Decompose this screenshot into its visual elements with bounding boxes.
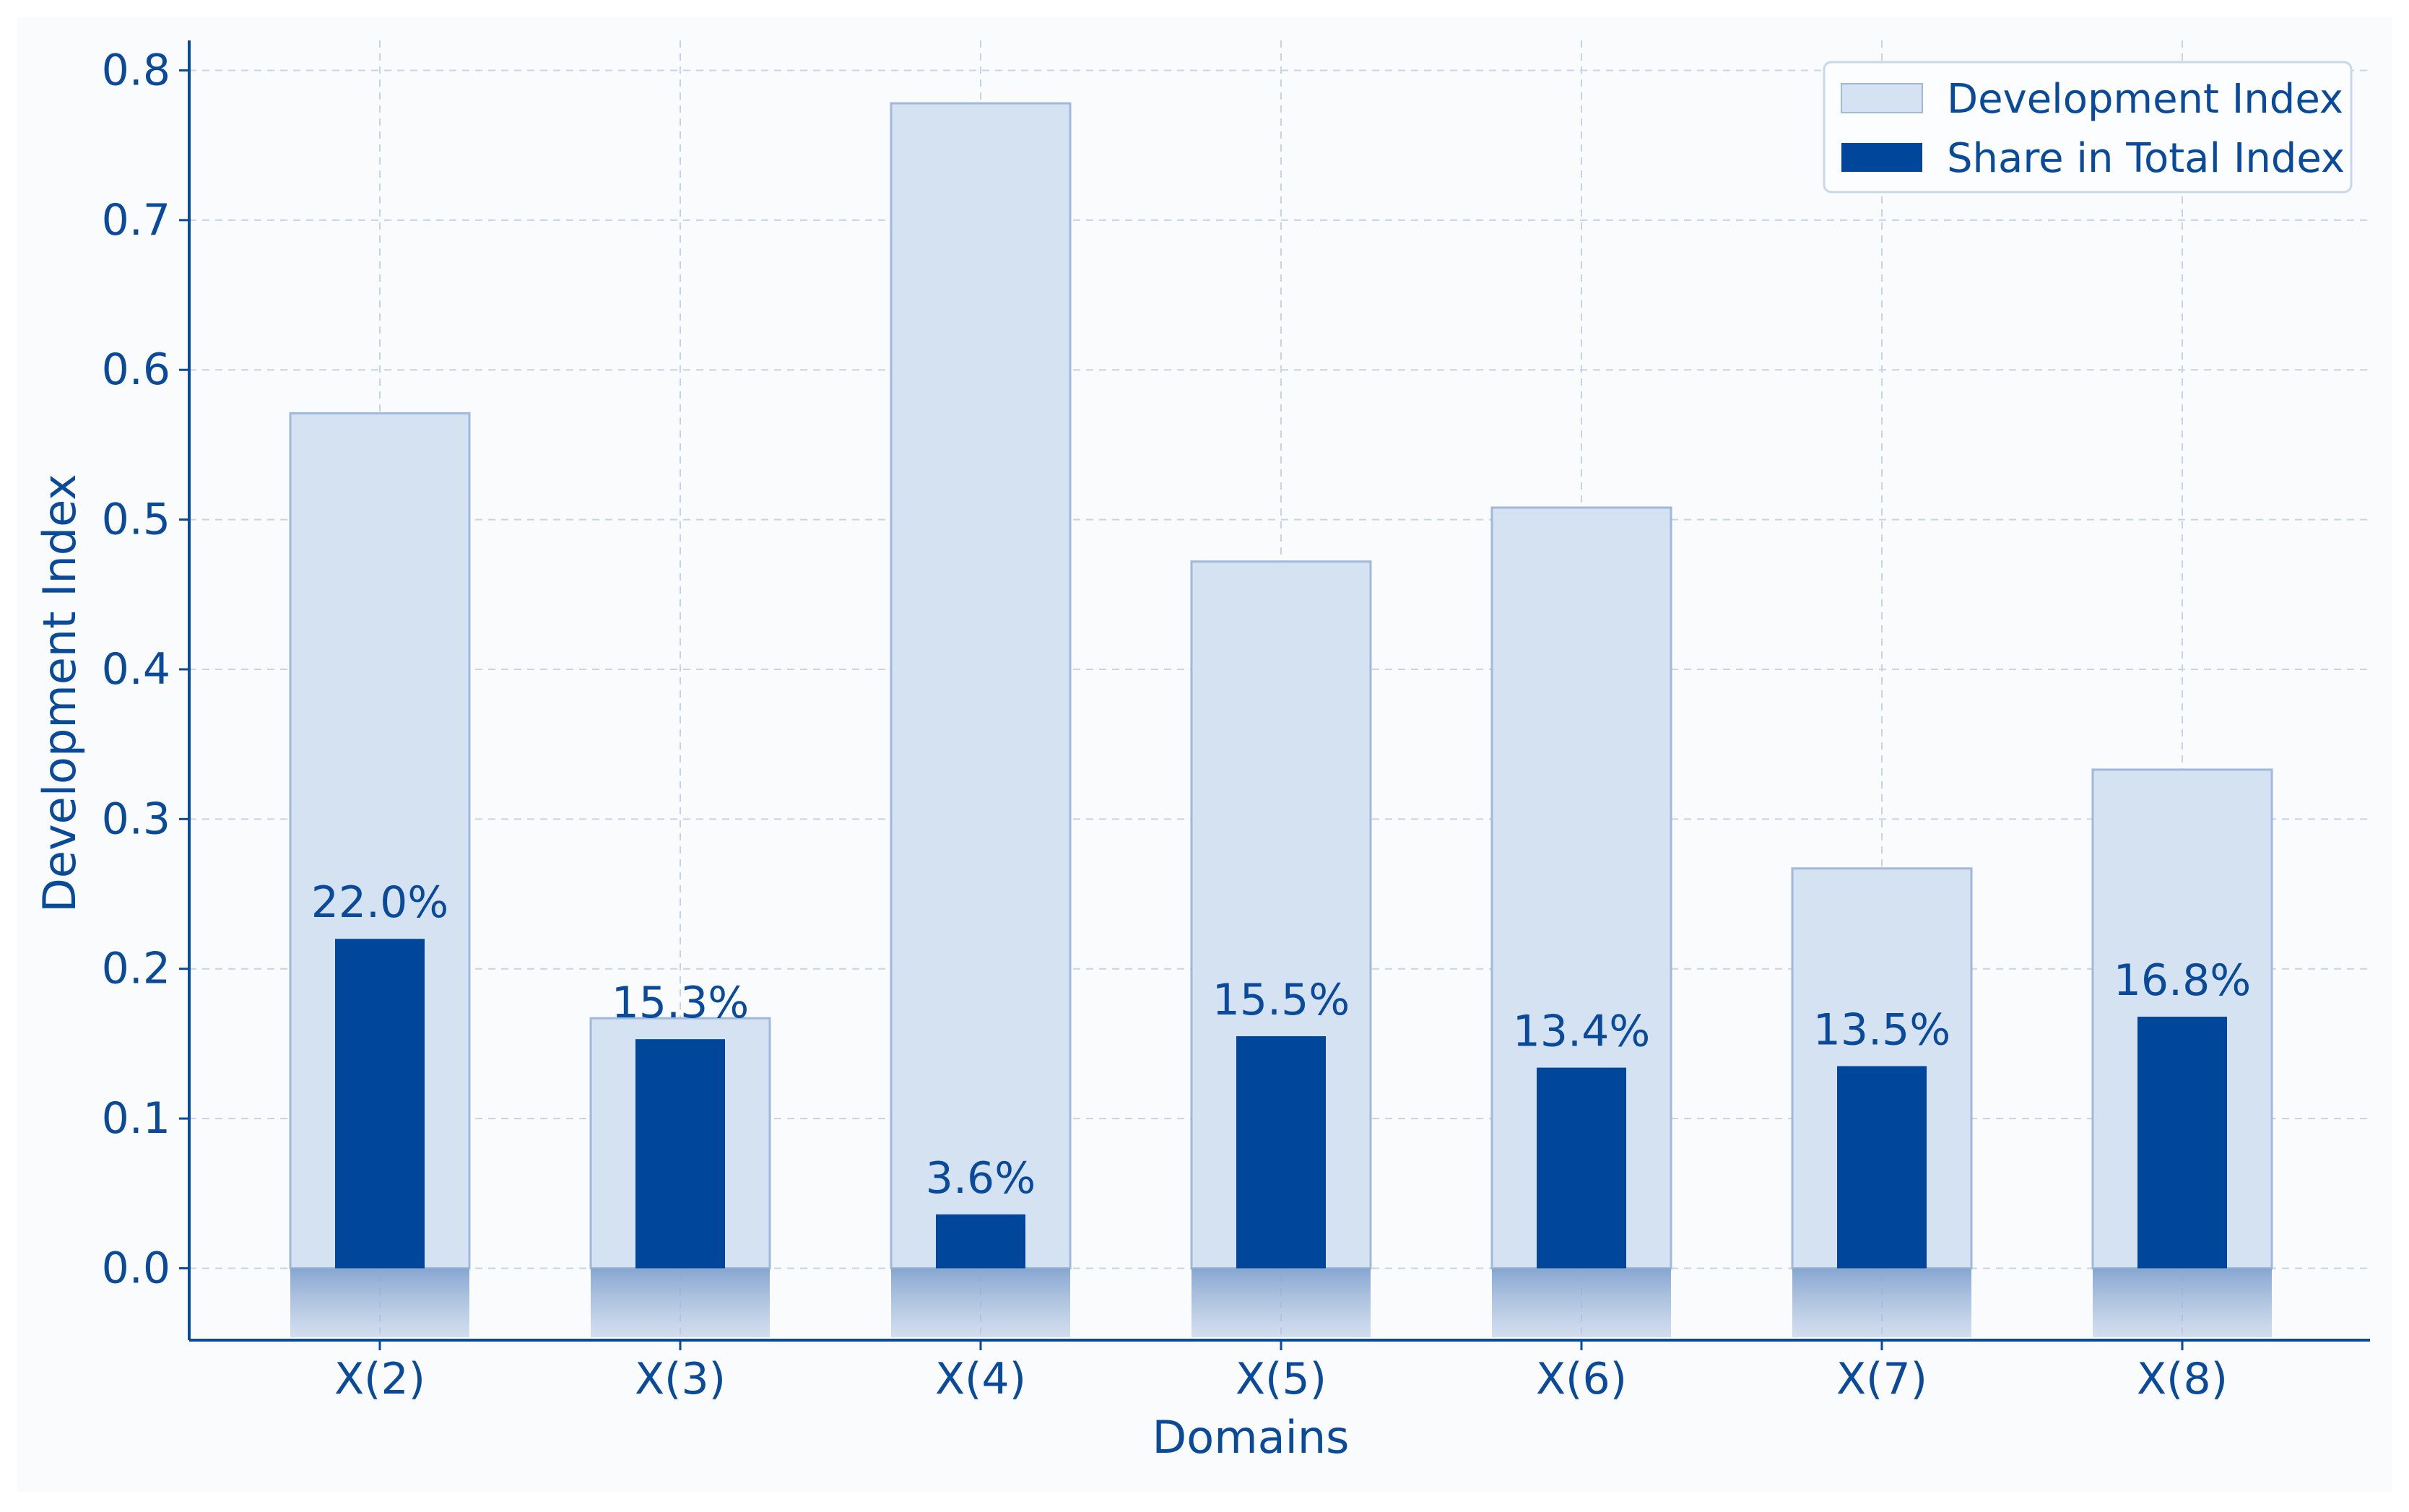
y-tick-label-6: 0.6	[102, 344, 170, 395]
legend-entry-1: Share in Total Index	[1947, 135, 2345, 182]
bar-share-in-total-index-1	[635, 1039, 725, 1269]
bar-base-shadow-6	[2093, 1268, 2272, 1337]
data-label-1: 15.3%	[612, 978, 750, 1028]
data-label-2: 3.6%	[926, 1153, 1036, 1204]
bar-share-in-total-index-4	[1537, 1067, 1626, 1269]
bar-base-shadow-0	[290, 1268, 469, 1337]
bar-share-in-total-index-6	[2137, 1017, 2227, 1269]
y-axis-label: Development Index	[33, 474, 86, 913]
data-label-6: 16.8%	[2114, 955, 2252, 1006]
bar-base-shadow-3	[1192, 1268, 1371, 1337]
bar-share-in-total-index-2	[936, 1214, 1025, 1269]
x-tick-label-6: X(8)	[2137, 1354, 2228, 1404]
legend-entry-0: Development Index	[1947, 76, 2343, 123]
bar-share-in-total-index-3	[1236, 1036, 1326, 1269]
x-tick-label-2: X(4)	[935, 1354, 1026, 1404]
bar-base-shadow-1	[591, 1268, 770, 1337]
bars	[289, 102, 2273, 1337]
data-label-0: 22.0%	[311, 877, 449, 928]
legend: Development Index Share in Total Index	[1823, 61, 2353, 194]
legend-box	[1823, 61, 2353, 194]
x-tick-label-4: X(6)	[1536, 1354, 1627, 1404]
bar-base-shadow-4	[1492, 1268, 1671, 1337]
x-axis-label: Domains	[1153, 1411, 1350, 1464]
bar-base-shadow-5	[1792, 1268, 1971, 1337]
x-tick-label-3: X(5)	[1236, 1354, 1327, 1404]
y-tick-label-8: 0.8	[102, 45, 170, 95]
y-tick-label-0: 0.0	[102, 1243, 170, 1293]
y-tick-label-5: 0.5	[102, 495, 170, 545]
bar-base-shadow-2	[891, 1268, 1070, 1337]
data-label-4: 13.4%	[1513, 1007, 1651, 1057]
y-tick-label-1: 0.1	[102, 1093, 170, 1144]
data-label-5: 13.5%	[1813, 1005, 1951, 1056]
legend-swatch-0	[1841, 83, 1923, 113]
bar-share-in-total-index-0	[335, 939, 425, 1269]
legend-swatch-1	[1841, 143, 1922, 172]
y-tick-label-4: 0.4	[102, 644, 170, 695]
bar-share-in-total-index-5	[1837, 1066, 1927, 1269]
labels: 22.0% X(2) 15.3% X(3) 3.6% X(4) 15.5% X(5) 13.4%…	[33, 45, 2251, 1464]
bar-development-index-2	[890, 102, 1072, 1269]
data-label-3: 15.5%	[1212, 975, 1350, 1025]
x-tick-label-1: X(3)	[635, 1354, 726, 1404]
y-tick-label-2: 0.2	[102, 944, 170, 994]
axes	[179, 40, 2370, 1350]
x-tick-label-0: X(2)	[334, 1354, 425, 1404]
y-tick-label-3: 0.3	[102, 794, 170, 844]
x-tick-label-5: X(7)	[1836, 1354, 1927, 1404]
y-tick-label-7: 0.7	[102, 195, 170, 246]
